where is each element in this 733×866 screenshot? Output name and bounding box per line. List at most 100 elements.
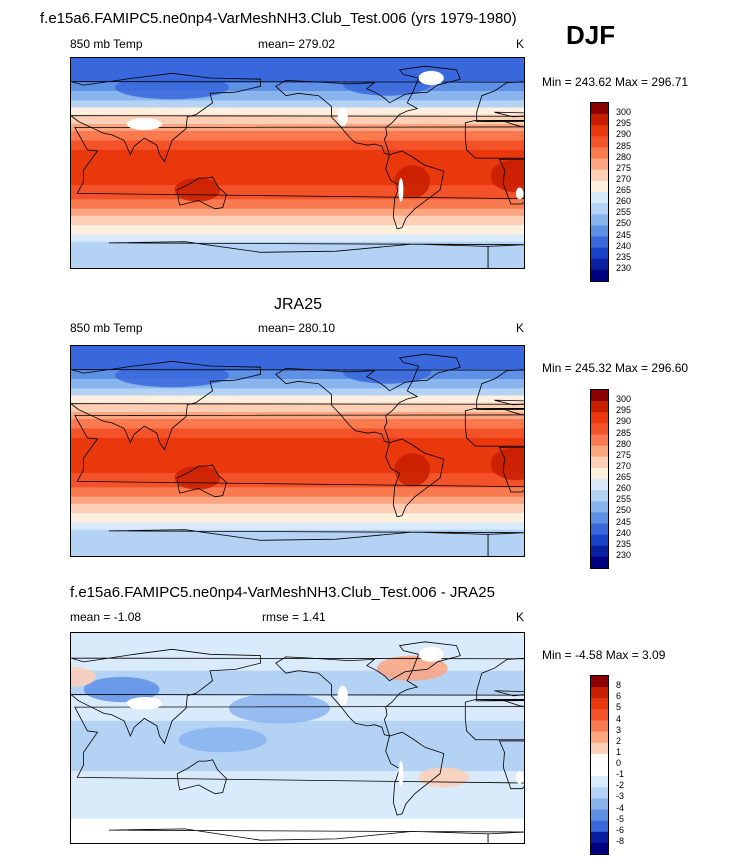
map-band [71,411,524,415]
colorbar-tick-label: 255 [616,494,632,505]
map-band [71,670,524,674]
map-band [71,371,524,375]
map-band [71,180,524,184]
map-band [71,353,524,356]
panel1-colorbar-svg [591,103,608,281]
colorbar-swatch [591,676,608,688]
map-band [71,414,524,418]
panel3-title: f.e15a6.FAMIPC5.ne0np4-VarMeshNH3.Club_T… [70,584,495,601]
map-band [71,635,524,639]
continent-outline [71,360,524,451]
map-band [71,543,524,547]
map-band [71,161,524,165]
map-band [71,90,524,94]
colorbar-tick-label: 265 [616,472,632,482]
map-band [71,241,524,245]
map-band [71,166,524,170]
colorbar-swatch [591,456,608,469]
map-band [71,539,524,543]
map-band [71,740,524,744]
colorbar-tick-label: 5 [616,702,622,713]
panel3-units-label: K [516,610,525,624]
map-band [71,675,524,679]
map-band [71,685,524,689]
map-band [71,128,524,132]
map-band [71,262,524,266]
colorbar-tick-label: 3 [616,724,622,735]
map-band [71,152,524,156]
continent-outline [74,699,524,784]
continent-outline [275,656,419,737]
continent-outline [398,353,461,382]
map-band [71,525,524,528]
map-band [71,771,524,775]
map-band [71,823,524,827]
colorbar-swatch [591,269,608,281]
map-band [71,553,524,556]
map-band [71,149,524,153]
map-band [71,763,524,767]
colorbar-swatch [591,192,608,204]
panel3-colorbar [590,675,609,855]
map-band [71,260,524,264]
map-band [71,735,524,739]
colorbar-tick-label: 2 [616,735,622,746]
continent-outline [74,408,524,488]
map-band [71,199,524,203]
panel3-mean-label: mean = -1.08 [70,610,142,624]
colorbar-tick-label: 295 [616,405,632,416]
panel1-units-label: K [516,37,525,51]
map-band [71,688,524,692]
colorbar-tick-label: 250 [616,218,632,229]
map-band [71,416,524,420]
map-band [71,159,524,163]
map-band [71,828,524,832]
map-band [71,350,524,354]
colorbar-swatch [591,556,608,568]
continent-outline [108,241,524,268]
map-band [71,773,524,777]
colorbar-swatch [591,258,608,271]
colorbar-swatch [591,523,608,535]
continent-outline [385,731,445,816]
map-band [71,746,524,750]
map-band [71,95,524,99]
map-band [71,81,524,85]
map-band [71,100,524,104]
map-band [71,725,524,729]
map-band [71,62,524,66]
map-band [71,267,524,268]
continent-outline [108,828,524,843]
colorbar-tick-label: 265 [616,185,632,195]
map-band [71,728,524,732]
map-band [71,650,524,654]
map-band [71,383,524,387]
map-band [71,142,524,146]
map-band [71,126,524,130]
map-band [71,548,524,552]
map-band [71,534,524,538]
map-band [71,376,524,380]
map-band [71,803,524,807]
colorbar-swatch [591,742,608,755]
map-band [71,761,524,765]
colorbar-tick-label: 6 [616,691,622,702]
missing-data-patch [126,118,162,130]
continent-outline [385,150,445,230]
map-band [71,258,524,262]
colorbar-swatch [591,114,608,126]
map-anomaly-blob [490,447,524,481]
map-band [71,506,524,510]
panel2-variable-label: 850 mb Temp [70,321,143,335]
map-band [71,633,524,637]
colorbar-tick-label: -8 [616,835,625,846]
map-band [71,798,524,802]
map-band [71,105,524,108]
continent-outline [71,72,524,163]
map-band [71,215,524,219]
map-band [71,121,524,125]
colorbar-swatch [591,247,608,260]
map-anomaly-blob [394,165,430,199]
map-band [71,428,524,432]
map-band [71,541,524,545]
